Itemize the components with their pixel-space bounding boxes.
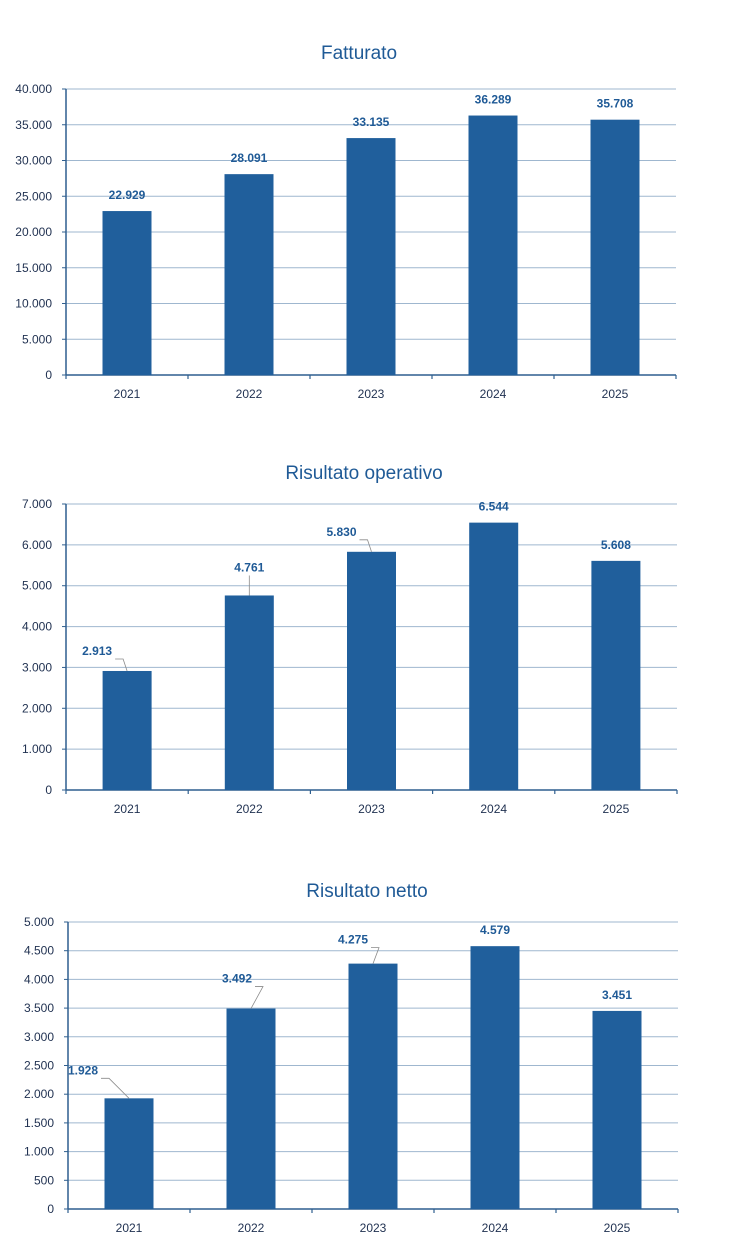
x-tick-label: 2025 <box>604 1221 631 1235</box>
y-tick-label: 3.000 <box>24 1030 54 1044</box>
x-tick-label: 2022 <box>236 387 263 401</box>
x-tick-label: 2025 <box>603 802 630 816</box>
data-label: 22.929 <box>109 188 146 202</box>
chart-risultato-netto-svg: Risultato netto 0 500 1.000 1.500 2.000 2.500… <box>24 881 679 1235</box>
chart-risultato-netto: Risultato netto 0 500 1.000 1.500 2.000 2.500… <box>0 835 744 1256</box>
y-tick-label: 5.000 <box>22 579 52 593</box>
leader-line <box>115 658 128 672</box>
bar-2022 <box>224 174 274 375</box>
data-label: 5.830 <box>326 525 356 539</box>
x-tick-label: 2021 <box>114 387 141 401</box>
x-tick-label: 2022 <box>236 802 263 816</box>
y-tick-label: 35.000 <box>15 118 52 132</box>
x-tick-label: 2024 <box>482 1221 509 1235</box>
bar-2023 <box>348 963 398 1209</box>
y-tick-label: 0 <box>45 368 52 382</box>
bar-2024 <box>470 946 520 1209</box>
bar-2023 <box>347 551 396 790</box>
bar-2022 <box>226 1008 276 1209</box>
y-tick-label: 40.000 <box>15 82 52 96</box>
y-tick-label: 25.000 <box>15 189 52 203</box>
leader-line <box>371 947 380 964</box>
data-label: 1.928 <box>68 1063 98 1077</box>
bar-2024 <box>468 115 518 375</box>
chart-title: Fatturato <box>321 43 397 64</box>
data-label: 28.091 <box>231 151 268 165</box>
data-label: 6.544 <box>479 500 509 514</box>
y-tick-label: 1.000 <box>22 742 52 756</box>
y-tick-label: 0 <box>45 783 52 797</box>
y-tick-label: 2.500 <box>24 1059 54 1073</box>
data-label: 4.275 <box>338 933 368 947</box>
y-tick-label: 1.000 <box>24 1145 54 1159</box>
bar-2025 <box>591 560 641 790</box>
y-tick-label: 4.000 <box>24 972 54 986</box>
x-tick-label: 2024 <box>480 802 507 816</box>
x-tick-label: 2022 <box>238 1221 265 1235</box>
bar-2024 <box>469 522 519 790</box>
y-tick-label: 5.000 <box>22 332 52 346</box>
y-tick-label: 7.000 <box>22 497 52 511</box>
leader-line <box>250 986 264 1009</box>
bar-2025 <box>590 119 640 375</box>
y-tick-label: 30.000 <box>15 154 52 168</box>
y-tick-label: 5.000 <box>24 915 54 929</box>
data-label: 2.913 <box>82 644 112 658</box>
y-tick-label: 4.000 <box>22 620 52 634</box>
y-tick-label: 4.500 <box>24 944 54 958</box>
y-tick-label: 500 <box>34 1173 54 1187</box>
bar-2021 <box>102 670 152 790</box>
y-tick-label: 20.000 <box>15 225 52 239</box>
x-tick-label: 2021 <box>114 802 141 816</box>
chart-risultato-operativo: Risultato operativo 0 1.000 2.000 3.000 4.00… <box>0 415 744 835</box>
y-tick-label: 2.000 <box>22 701 52 715</box>
y-tick-label: 3.500 <box>24 1001 54 1015</box>
bar-2025 <box>592 1010 642 1209</box>
y-tick-label: 1.500 <box>24 1116 54 1130</box>
data-label: 36.289 <box>475 93 512 107</box>
data-label: 5.608 <box>601 538 631 552</box>
chart-title: Risultato netto <box>306 881 427 902</box>
bar-2022 <box>224 595 274 790</box>
y-tick-label: 6.000 <box>22 538 52 552</box>
x-tick-label: 2024 <box>480 387 507 401</box>
bar-2021 <box>102 211 152 375</box>
y-tick-label: 2.000 <box>24 1087 54 1101</box>
x-tick-label: 2023 <box>358 802 385 816</box>
chart-title: Risultato operativo <box>285 463 442 484</box>
data-label: 3.451 <box>602 988 632 1002</box>
y-tick-label: 10.000 <box>15 297 52 311</box>
data-label: 4.579 <box>480 923 510 937</box>
x-tick-label: 2025 <box>602 387 629 401</box>
data-label: 35.708 <box>597 97 634 111</box>
leader-line <box>359 539 372 552</box>
chart-fatturato-svg: Fatturato 0 5.000 10.000 15.000 20.000 25.000… <box>15 43 677 401</box>
x-tick-label: 2021 <box>116 1221 143 1235</box>
data-label: 3.492 <box>222 972 252 986</box>
leader-line <box>101 1077 130 1099</box>
chart-fatturato: Fatturato 0 5.000 10.000 15.000 20.000 25.000… <box>0 0 744 420</box>
bar-2023 <box>346 138 396 375</box>
y-tick-label: 0 <box>47 1202 54 1216</box>
x-tick-label: 2023 <box>358 387 385 401</box>
data-label: 33.135 <box>353 115 390 129</box>
x-tick-label: 2023 <box>360 1221 387 1235</box>
chart-risultato-operativo-svg: Risultato operativo 0 1.000 2.000 3.000 4.00… <box>22 463 678 816</box>
bar-2021 <box>104 1098 154 1209</box>
y-tick-label: 3.000 <box>22 660 52 674</box>
data-label: 4.761 <box>234 560 264 574</box>
y-tick-label: 15.000 <box>15 261 52 275</box>
